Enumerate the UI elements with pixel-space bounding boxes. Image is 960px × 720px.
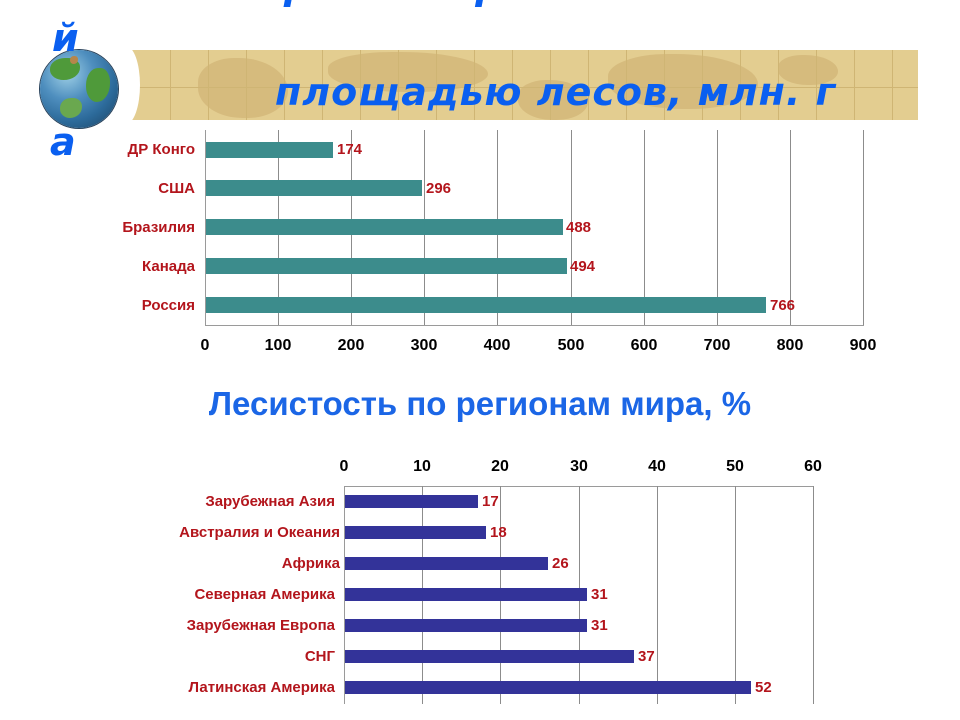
x-tick-label: 500 bbox=[557, 337, 585, 354]
value-label: 766 bbox=[770, 297, 796, 314]
side-letter-bottom: а bbox=[50, 120, 76, 164]
gridline bbox=[571, 130, 572, 325]
x-tick-label: 0 bbox=[339, 458, 349, 475]
category-label: США bbox=[158, 180, 195, 197]
x-tick-label: 20 bbox=[491, 458, 509, 475]
x-tick-label: 800 bbox=[776, 337, 804, 354]
bar-cis bbox=[345, 650, 634, 663]
category-label: Африка bbox=[281, 555, 340, 572]
value-label: 296 bbox=[426, 180, 452, 197]
bar-usa bbox=[206, 180, 422, 196]
gridline bbox=[717, 130, 718, 325]
value-label: 31 bbox=[591, 617, 608, 634]
x-tick-label: 400 bbox=[483, 337, 511, 354]
category-label: Латинская Америка bbox=[188, 679, 335, 696]
x-tick-label: 300 bbox=[410, 337, 438, 354]
map-land-shape bbox=[518, 80, 588, 120]
x-tick-label: 900 bbox=[849, 337, 877, 354]
category-label: Северная Америка bbox=[194, 586, 335, 603]
map-land-shape bbox=[198, 58, 288, 118]
gridline bbox=[813, 486, 814, 704]
x-tick-label: 60 bbox=[804, 458, 822, 475]
category-label: Австралия и Океания bbox=[179, 524, 340, 541]
bar-africa bbox=[345, 557, 548, 570]
bar-brazil bbox=[206, 219, 563, 235]
side-letter-top: й bbox=[52, 16, 79, 60]
bar-canada bbox=[206, 258, 567, 274]
gridline bbox=[657, 486, 658, 704]
value-label: 18 bbox=[490, 524, 507, 541]
value-label: 494 bbox=[570, 258, 596, 275]
x-tick-label: 200 bbox=[337, 337, 365, 354]
bar-russia bbox=[206, 297, 766, 313]
world-map-banner bbox=[118, 50, 918, 120]
category-label: Зарубежная Азия bbox=[205, 493, 335, 510]
x-tick-label: 50 bbox=[726, 458, 744, 475]
category-label: Зарубежная Европа bbox=[186, 617, 335, 634]
bar-foreign-asia bbox=[345, 495, 478, 508]
x-tick-label: 40 bbox=[648, 458, 666, 475]
category-label: Россия bbox=[141, 297, 195, 314]
gridline bbox=[863, 130, 864, 325]
bar-north-america bbox=[345, 588, 587, 601]
value-label: 37 bbox=[638, 648, 655, 665]
bar-foreign-europe bbox=[345, 619, 587, 632]
value-label: 31 bbox=[591, 586, 608, 603]
map-land-shape bbox=[608, 54, 758, 109]
x-tick-label: 100 bbox=[264, 337, 292, 354]
chart1-title-line2: площадью лесов, млн. г bbox=[275, 70, 837, 114]
x-tick-label: 10 bbox=[413, 458, 431, 475]
chart1-forest-area: 0 100 200 300 400 500 600 700 800 900 ДР… bbox=[122, 130, 877, 354]
bar-latin-america bbox=[345, 681, 751, 694]
value-label: 488 bbox=[566, 219, 592, 236]
y-axis bbox=[205, 130, 206, 326]
value-label: 52 bbox=[755, 679, 772, 696]
category-label: СНГ bbox=[304, 648, 335, 665]
map-land-shape bbox=[328, 52, 488, 92]
x-tick-label: 0 bbox=[200, 337, 210, 354]
x-tick-label: 700 bbox=[703, 337, 731, 354]
value-label: 174 bbox=[337, 141, 363, 158]
x-axis bbox=[205, 325, 864, 326]
gridline bbox=[790, 130, 791, 325]
gridline bbox=[735, 486, 736, 704]
globe-icon bbox=[40, 50, 118, 128]
map-land-shape bbox=[778, 55, 838, 85]
chart1-title-line1: Страны мира с наибольшей bbox=[232, 0, 868, 8]
category-label: Канада bbox=[142, 258, 195, 275]
bar-australia-oceania bbox=[345, 526, 486, 539]
category-label: Бразилия bbox=[122, 219, 195, 236]
map-grid-line bbox=[118, 87, 918, 88]
value-label: 26 bbox=[552, 555, 569, 572]
x-tick-label: 30 bbox=[570, 458, 588, 475]
gridline bbox=[644, 130, 645, 325]
category-label: ДР Конго bbox=[127, 141, 195, 158]
bar-dr-congo bbox=[206, 142, 333, 158]
x-tick-label: 600 bbox=[630, 337, 658, 354]
y-axis bbox=[344, 486, 345, 704]
value-label: 17 bbox=[482, 493, 499, 510]
chart2-title: Лесистость по регионам мира, % bbox=[208, 385, 752, 422]
